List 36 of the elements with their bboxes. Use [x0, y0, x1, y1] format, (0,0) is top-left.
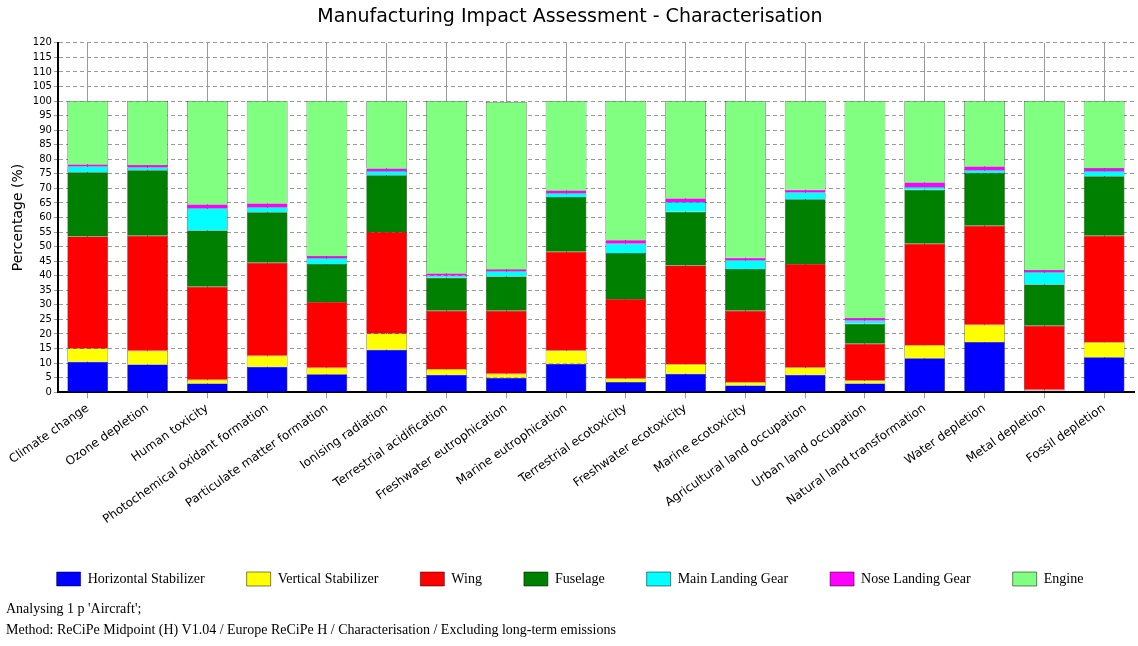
y-tick-label: 80 — [39, 152, 52, 164]
y-tick-label: 50 — [39, 240, 52, 252]
chart-title: Manufacturing Impact Assessment - Characterisation — [317, 4, 823, 27]
y-tick-label: 40 — [39, 269, 52, 281]
y-tick-label: 60 — [39, 211, 52, 223]
y-tick-label: 70 — [39, 181, 52, 193]
text: Method: ReCiPe Midpoint (H) V1.04 / Europe ReCiPe H / Characterisation / Excluding long-term emissions — [6, 621, 616, 639]
y-tick-label: 90 — [39, 123, 52, 135]
y-tick-label: 95 — [39, 109, 52, 121]
y-tick-label: 30 — [39, 298, 52, 310]
y-tick-label: 20 — [39, 327, 52, 339]
y-tick-label: 5 — [45, 371, 52, 383]
y-tick-label: 115 — [32, 50, 52, 62]
legend-label: Main Landing Gear — [677, 570, 789, 586]
y-tick-label: 35 — [39, 283, 52, 295]
y-tick-label: 0 — [45, 385, 52, 397]
legend-label: Engine — [1043, 570, 1084, 586]
text: Analysing 1 p 'Aircraft'; — [6, 600, 143, 618]
y-tick-label: 105 — [32, 80, 52, 92]
legend-label: Nose Landing Gear — [861, 570, 972, 586]
legend-label: Horizontal Stabilizer — [87, 570, 206, 586]
y-tick-label: 15 — [39, 342, 52, 354]
y-tick-label: 85 — [39, 138, 52, 150]
y-tick-label: 45 — [39, 254, 52, 266]
legend-label: Fuselage — [554, 570, 605, 586]
y-tick-label: 110 — [32, 65, 52, 77]
y-tick-label: 75 — [39, 167, 52, 179]
y-tick-label: 100 — [32, 94, 52, 106]
y-axis-title: Percentage (%) — [9, 163, 26, 272]
y-tick-label: 55 — [39, 225, 52, 237]
y-tick-label: 120 — [32, 36, 52, 48]
y-tick-label: 10 — [39, 356, 52, 368]
legend-label: Vertical Stabilizer — [277, 570, 379, 586]
y-tick-label: 25 — [39, 313, 52, 324]
y-tick-label: 65 — [39, 196, 52, 208]
legend-label: Wing — [451, 570, 482, 586]
